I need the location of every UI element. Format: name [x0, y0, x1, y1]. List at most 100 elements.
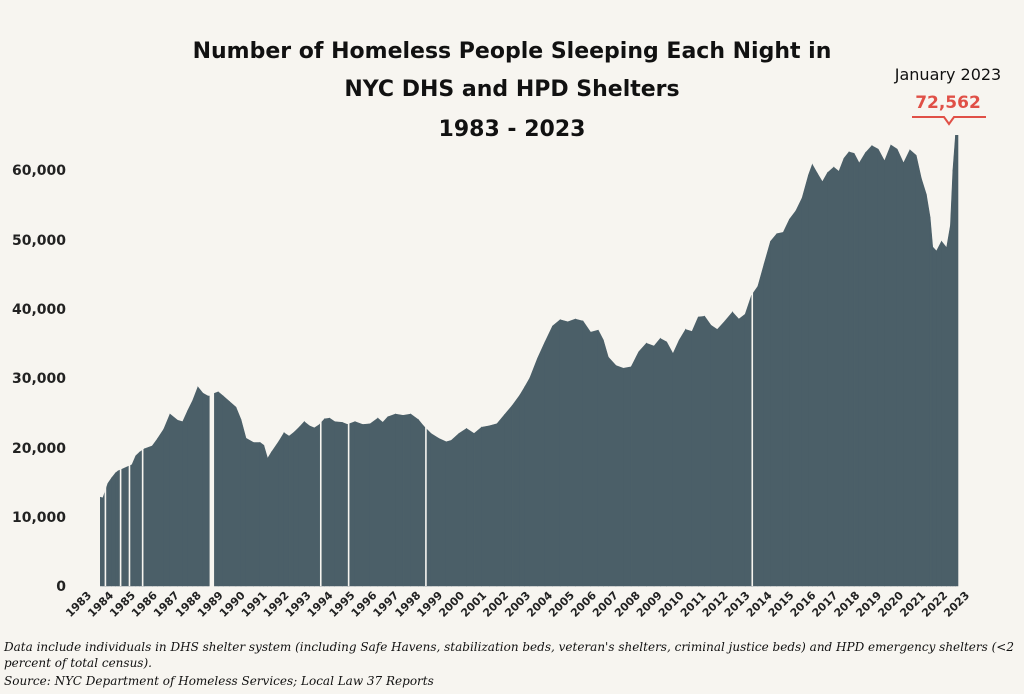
bar [567, 318, 576, 587]
bar [638, 342, 647, 587]
bar [163, 413, 171, 587]
bar [955, 135, 959, 587]
bar [417, 418, 424, 587]
bar [925, 194, 931, 587]
bar [552, 319, 561, 587]
bar [710, 324, 718, 587]
bar [678, 328, 686, 587]
bar [915, 155, 922, 587]
bar [511, 394, 521, 587]
bar [782, 219, 790, 587]
bar [288, 431, 295, 587]
bar [229, 400, 237, 587]
bar [235, 406, 242, 587]
bar [369, 417, 379, 587]
bar [524, 376, 531, 587]
bar [575, 318, 584, 587]
bar [111, 472, 116, 587]
bar [795, 197, 803, 587]
bar [843, 151, 850, 587]
bar [653, 337, 661, 587]
annotation: January 2023 72,562 [894, 65, 1001, 126]
bar [115, 470, 119, 587]
bar [152, 438, 158, 587]
bar [182, 410, 188, 587]
bar [941, 240, 947, 587]
bar [946, 225, 951, 587]
bar [808, 164, 813, 587]
bar [192, 386, 199, 587]
bar [871, 145, 879, 587]
y-tick-label: 20,000 [12, 441, 66, 457]
bar [757, 263, 765, 587]
bar [597, 330, 604, 587]
bar [909, 149, 917, 587]
bar [382, 416, 389, 587]
bar [245, 437, 254, 587]
bar [811, 163, 818, 587]
y-tick-label: 40,000 [12, 302, 66, 318]
bar [466, 428, 475, 587]
bar [672, 339, 680, 587]
y-tick-label: 30,000 [12, 371, 66, 387]
bar [544, 325, 553, 587]
bar [438, 437, 447, 587]
homeless-shelter-chart: Number of Homeless People Sleeping Each … [12, 39, 1001, 620]
bar [107, 476, 112, 587]
bar [202, 392, 209, 587]
bar [329, 417, 336, 587]
bar [646, 342, 655, 587]
annotation-label: January 2023 [894, 65, 1001, 84]
bar [630, 351, 640, 587]
x-tick-label: 2023 [941, 589, 972, 620]
bar [936, 241, 942, 587]
bar [848, 151, 855, 587]
bar [240, 419, 247, 587]
annotation-pointer [912, 116, 986, 126]
bar [481, 425, 490, 587]
bar [529, 358, 538, 587]
bar [776, 232, 784, 587]
bar [822, 171, 828, 587]
bar [473, 426, 483, 587]
bar [903, 149, 911, 587]
bar [222, 395, 230, 587]
bar [271, 440, 280, 587]
bar [135, 451, 140, 587]
bar [131, 455, 137, 587]
bar [259, 441, 265, 587]
bar [341, 421, 348, 587]
y-tick-label: 60,000 [12, 163, 66, 179]
bar [314, 423, 320, 587]
bar [144, 445, 153, 587]
chart-title: Number of Homeless People Sleeping Each … [193, 39, 832, 142]
bar [697, 315, 705, 587]
bar [267, 451, 272, 587]
bar [607, 356, 617, 587]
bar [309, 425, 315, 587]
bar [865, 144, 873, 587]
bar [334, 421, 343, 587]
bar [402, 413, 412, 587]
bar [214, 391, 219, 587]
bar [932, 246, 937, 587]
bar [801, 174, 809, 587]
bar [744, 295, 752, 587]
bar [833, 166, 840, 587]
chart-title-line-1: Number of Homeless People Sleeping Each … [193, 39, 832, 64]
bar [920, 178, 927, 587]
source-note: Source: NYC Department of Homeless Servi… [4, 674, 434, 688]
bar [100, 496, 104, 587]
plot-area [100, 120, 959, 587]
bar [423, 425, 432, 587]
bar [377, 417, 384, 587]
bar [293, 426, 300, 587]
chart-title-line-3: 1983 - 2023 [439, 117, 586, 142]
chart-title-line-2: NYC DHS and HPD Shelters [344, 77, 679, 102]
y-axis: 0 10,000 20,000 30,000 40,000 50,000 60,000 [12, 163, 66, 595]
data-note: Data include individuals in DHS shelter … [4, 640, 1014, 670]
bar [187, 400, 194, 587]
bar [559, 319, 569, 587]
bar [207, 395, 210, 587]
bar [450, 432, 460, 587]
